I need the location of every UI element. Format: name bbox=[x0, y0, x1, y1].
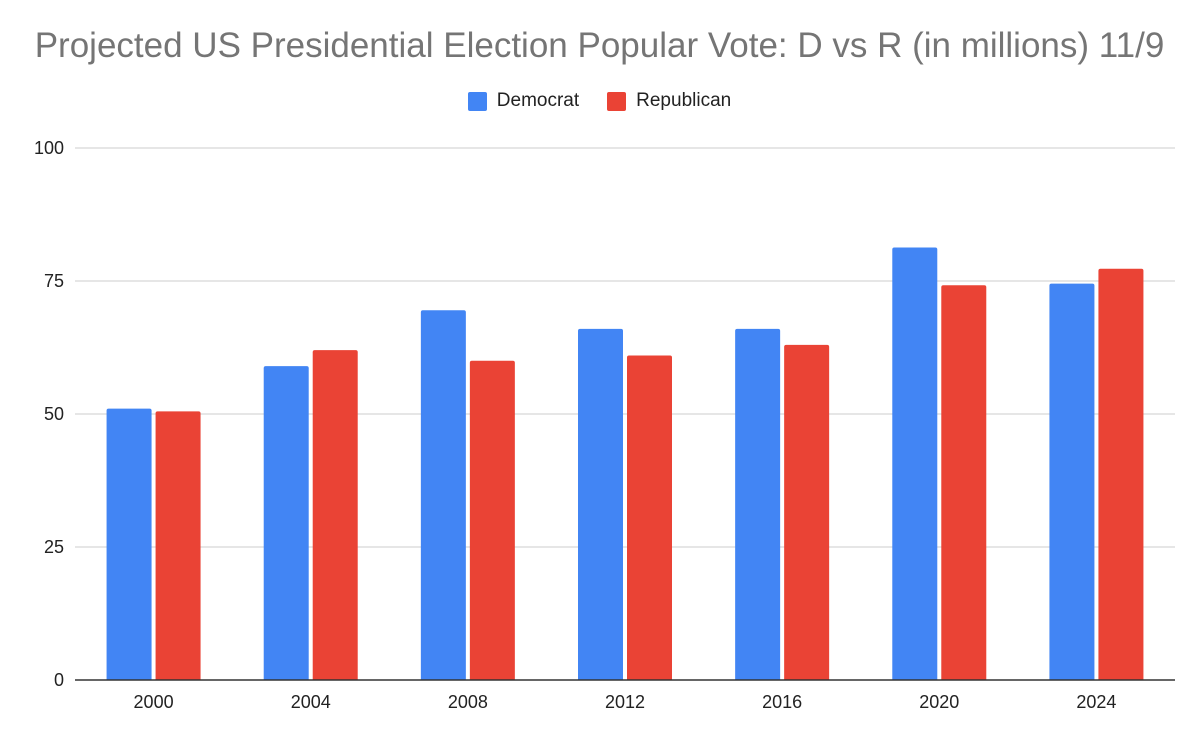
bar-republican-2000 bbox=[155, 411, 201, 680]
bar-republican-2004 bbox=[312, 350, 358, 680]
bar-republican-2016 bbox=[784, 344, 830, 680]
legend-swatch-republican bbox=[607, 91, 627, 111]
bar-democrat-2020 bbox=[892, 247, 938, 680]
legend-item-democrat: Democrat bbox=[467, 90, 580, 112]
x-tick-label-2004: 2004 bbox=[291, 692, 331, 712]
bar-democrat-2000 bbox=[106, 408, 152, 680]
bar-democrat-2024 bbox=[1049, 283, 1095, 680]
x-tick-label-2000: 2000 bbox=[134, 692, 174, 712]
x-tick-label-2024: 2024 bbox=[1076, 692, 1116, 712]
legend: Democrat Republican bbox=[0, 90, 1199, 112]
y-tick-label-75: 75 bbox=[44, 271, 64, 291]
chart-title: Projected US Presidential Election Popul… bbox=[34, 26, 1165, 65]
bar-democrat-2004 bbox=[263, 366, 309, 680]
legend-item-republican: Republican bbox=[607, 90, 731, 112]
bars bbox=[106, 247, 1144, 680]
bar-republican-2020 bbox=[941, 285, 987, 680]
legend-label-democrat: Democrat bbox=[496, 90, 580, 111]
bar-democrat-2008 bbox=[420, 310, 466, 680]
x-tick-label-2012: 2012 bbox=[605, 692, 645, 712]
legend-swatch-democrat bbox=[467, 91, 487, 111]
x-tick-label-2008: 2008 bbox=[448, 692, 488, 712]
bar-republican-2008 bbox=[469, 360, 515, 680]
gridlines bbox=[75, 147, 1175, 548]
legend-label-republican: Republican bbox=[636, 90, 732, 111]
x-tick-label-2020: 2020 bbox=[919, 692, 959, 712]
x-tick-label-2016: 2016 bbox=[762, 692, 802, 712]
y-tick-label-100: 100 bbox=[34, 138, 64, 158]
y-tick-label-0: 0 bbox=[54, 670, 64, 690]
bar-democrat-2016 bbox=[735, 328, 781, 680]
bar-republican-2012 bbox=[627, 355, 672, 680]
y-axis-ticks: 0 25 50 75 100 bbox=[34, 138, 64, 690]
x-axis-ticks: 2000 2004 2008 2012 2016 2020 2024 bbox=[134, 692, 1117, 712]
y-tick-label-50: 50 bbox=[44, 404, 64, 424]
bar-republican-2024 bbox=[1098, 268, 1144, 680]
bar-democrat-2012 bbox=[578, 328, 623, 680]
y-tick-label-25: 25 bbox=[44, 537, 64, 557]
